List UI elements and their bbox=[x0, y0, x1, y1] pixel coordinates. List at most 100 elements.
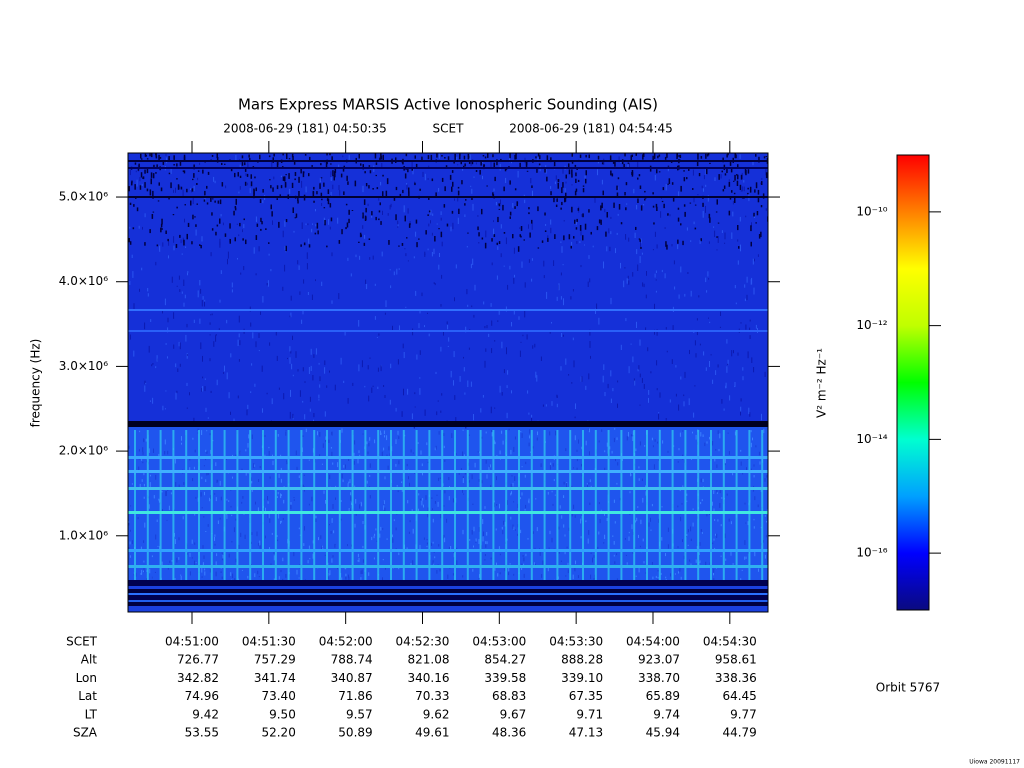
spec-speckle bbox=[499, 450, 501, 455]
spec-speckle bbox=[176, 206, 178, 209]
spec-speckle bbox=[539, 155, 541, 160]
spec-speckle bbox=[588, 428, 590, 433]
spec-streak bbox=[710, 430, 712, 580]
spec-speckle bbox=[396, 268, 398, 275]
spec-speckle bbox=[317, 431, 318, 436]
spec-speckle bbox=[206, 202, 209, 205]
spec-speckle bbox=[345, 575, 347, 580]
spec-band bbox=[128, 595, 768, 600]
spec-speckle bbox=[747, 169, 750, 174]
spec-speckle bbox=[217, 479, 219, 482]
spec-speckle bbox=[436, 494, 438, 496]
spec-speckle bbox=[628, 366, 630, 374]
spec-speckle bbox=[334, 544, 336, 548]
spec-speckle bbox=[555, 204, 558, 207]
spec-speckle bbox=[342, 167, 345, 172]
spec-speckle bbox=[510, 483, 512, 488]
spec-speckle bbox=[632, 550, 634, 554]
spec-speckle bbox=[376, 187, 379, 190]
spec-speckle bbox=[727, 153, 729, 156]
spec-speckle bbox=[666, 350, 668, 353]
spec-speckle bbox=[684, 293, 686, 297]
spec-speckle bbox=[167, 317, 169, 323]
spec-speckle bbox=[329, 226, 331, 230]
spec-speckle bbox=[495, 202, 497, 206]
spec-speckle bbox=[381, 163, 383, 169]
spec-speckle bbox=[730, 521, 732, 525]
spec-speckle bbox=[485, 459, 487, 464]
spec-speckle bbox=[720, 174, 722, 179]
spec-speckle bbox=[755, 182, 758, 189]
spec-speckle bbox=[699, 240, 701, 244]
spec-speckle bbox=[384, 395, 386, 398]
spec-speckle bbox=[195, 224, 197, 227]
spec-speckle bbox=[384, 476, 386, 480]
spec-speckle bbox=[150, 319, 152, 322]
spec-speckle bbox=[462, 451, 464, 456]
spec-speckle bbox=[383, 430, 385, 435]
spec-speckle bbox=[740, 410, 741, 416]
spec-speckle bbox=[648, 390, 650, 395]
ephemeris-value: 9.71 bbox=[576, 707, 603, 721]
spec-speckle bbox=[420, 450, 422, 455]
spec-speckle bbox=[390, 285, 392, 289]
spec-speckle bbox=[588, 373, 590, 380]
spec-speckle bbox=[745, 522, 747, 524]
spec-speckle bbox=[174, 578, 176, 582]
spec-speckle bbox=[521, 466, 523, 468]
ephemeris-value: 341.74 bbox=[254, 671, 296, 685]
spec-speckle bbox=[665, 241, 667, 247]
spec-speckle bbox=[372, 188, 374, 190]
spec-speckle bbox=[643, 384, 645, 389]
spec-speckle bbox=[600, 509, 602, 511]
spec-streak bbox=[338, 430, 341, 580]
spec-speckle bbox=[477, 226, 479, 231]
spec-streak bbox=[351, 430, 354, 580]
spec-speckle bbox=[288, 173, 290, 179]
spec-speckle bbox=[201, 388, 203, 392]
spec-speckle bbox=[302, 309, 304, 315]
spec-speckle bbox=[703, 175, 705, 180]
spec-speckle bbox=[713, 508, 715, 514]
spec-speckle bbox=[430, 220, 431, 224]
spec-speckle bbox=[548, 547, 550, 549]
spec-speckle bbox=[526, 334, 528, 340]
spec-speckle bbox=[290, 389, 291, 397]
spec-speckle bbox=[313, 354, 315, 358]
spec-streak bbox=[402, 430, 405, 580]
spec-speckle bbox=[761, 413, 762, 421]
spec-speckle bbox=[369, 357, 371, 359]
spec-speckle bbox=[687, 272, 689, 274]
spec-speckle bbox=[245, 239, 247, 245]
spec-speckle bbox=[226, 514, 228, 519]
spec-speckle bbox=[485, 230, 487, 238]
spec-speckle bbox=[192, 214, 194, 220]
spec-streak bbox=[646, 430, 648, 580]
spec-speckle bbox=[443, 534, 445, 539]
spec-speckle bbox=[419, 544, 421, 550]
spec-speckle bbox=[611, 450, 613, 454]
spec-speckle bbox=[588, 154, 590, 159]
spec-speckle bbox=[683, 170, 685, 172]
spec-speckle bbox=[549, 530, 551, 535]
spec-speckle bbox=[298, 577, 300, 579]
spec-speckle bbox=[365, 279, 367, 284]
spec-band bbox=[128, 606, 768, 612]
spec-speckle bbox=[765, 208, 767, 211]
spec-speckle bbox=[706, 290, 708, 293]
spec-speckle bbox=[230, 489, 232, 491]
spec-speckle bbox=[690, 538, 692, 541]
spec-speckle bbox=[418, 508, 419, 512]
spec-speckle bbox=[713, 568, 715, 573]
spec-speckle bbox=[315, 515, 317, 519]
spec-speckle bbox=[654, 303, 655, 311]
spec-speckle bbox=[254, 464, 256, 467]
spec-streak bbox=[466, 430, 469, 580]
spec-speckle bbox=[438, 188, 440, 192]
spec-speckle bbox=[508, 567, 510, 572]
spec-speckle bbox=[656, 360, 658, 366]
spec-speckle bbox=[464, 214, 466, 217]
spec-speckle bbox=[435, 445, 437, 450]
spec-speckle bbox=[614, 428, 616, 430]
spec-speckle bbox=[155, 474, 157, 480]
